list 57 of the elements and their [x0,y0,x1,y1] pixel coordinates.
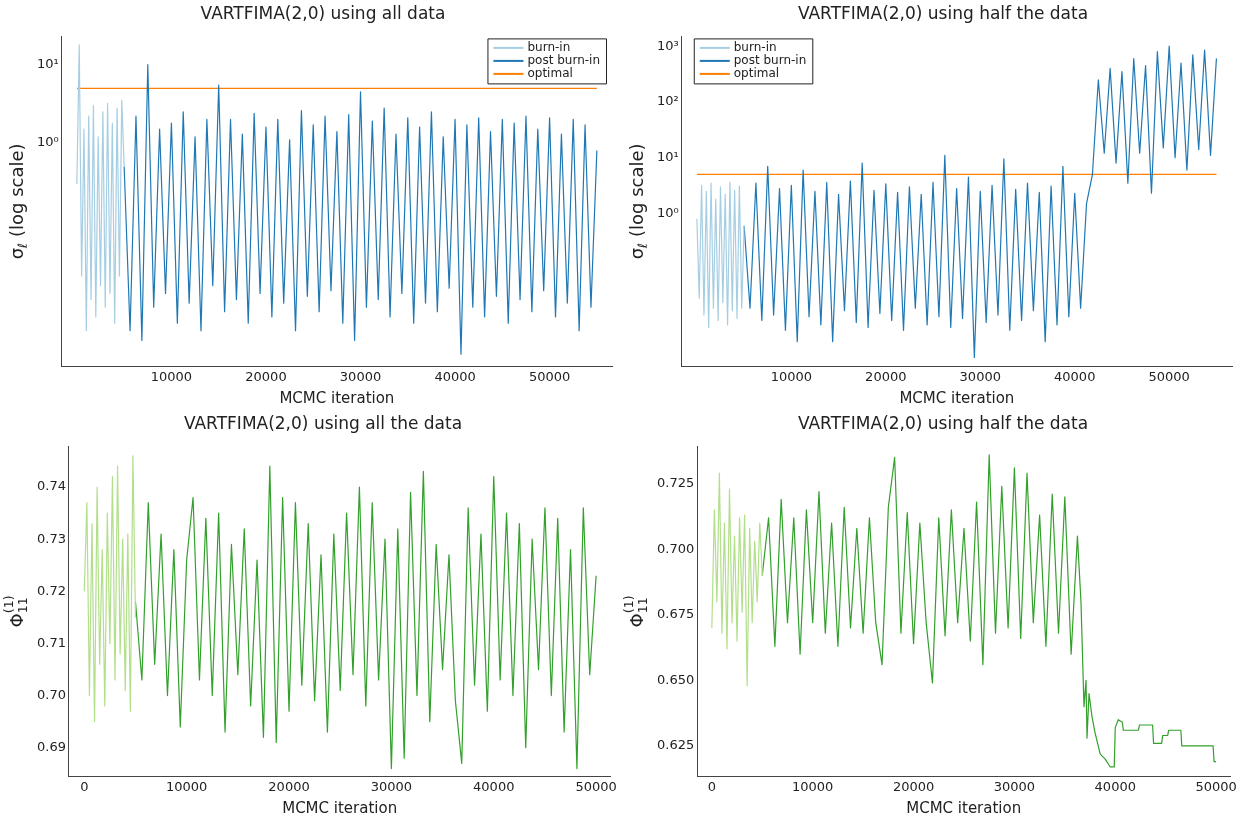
x-tick-label: 40000 [434,368,476,384]
y-tick-label: 0.650 [657,671,695,687]
x-tick-label: 20000 [865,368,907,384]
legend-label: burn-in [733,40,777,55]
chart-title: VARTFIMA(2,0) using half the data [797,2,1089,23]
y-tick-label: 10¹ [36,56,59,72]
chart-title: VARTFIMA(2,0) using half the data [797,412,1089,433]
x-tick-label: 20000 [268,778,310,794]
x-tick-label: 50000 [1148,368,1190,384]
y-tick-label: 0.73 [36,530,66,546]
y-tick-label: 0.70 [36,686,66,702]
x-tick-label: 40000 [473,778,515,794]
x-tick-label: 50000 [528,368,571,384]
x-tick-label: 30000 [339,368,382,384]
y-axis-title: σℓ (log scale) [5,143,30,260]
legend-label: post burn-in [733,53,807,68]
x-axis-title: MCMC iteration [279,388,395,407]
x-tick-label: 50000 [575,778,617,794]
x-tick-label: 10000 [770,368,813,384]
x-tick-label: 10000 [165,778,208,794]
y-tick-label: 0.72 [36,582,66,598]
y-tick-label: 0.71 [36,634,66,650]
y-tick-label: 10⁰ [656,204,679,220]
x-axis-title: MCMC iteration [899,388,1015,407]
y-tick-label: 0.725 [657,475,695,491]
y-tick-label: 0.675 [657,606,695,622]
x-tick-label: 10000 [792,778,834,794]
x-axis-title: MCMC iteration [906,798,1022,817]
x-axis-title: MCMC iteration [282,798,398,817]
x-tick-label: 40000 [1094,778,1136,794]
y-tick-label: 0.74 [36,478,66,494]
x-tick-label: 20000 [892,778,935,794]
legend-label: burn-in [527,40,571,55]
chart-title: VARTFIMA(2,0) using all data [200,2,446,23]
chart-title: VARTFIMA(2,0) using all the data [183,412,463,433]
legend-label: optimal [527,66,573,81]
y-tick-label: 10¹ [656,149,679,165]
x-tick-label: 30000 [959,368,1001,384]
x-tick-label: 30000 [370,778,413,794]
y-axis-title: Φ11(1) [621,595,650,628]
x-tick-label: 50000 [1195,778,1237,794]
y-axis-title: Φ11(1) [1,595,30,628]
y-tick-label: 0.700 [657,540,695,556]
y-tick-label: 0.625 [657,737,695,753]
x-tick-label: 0 [707,778,716,794]
x-tick-label: 40000 [1054,368,1096,384]
legend-label: post burn-in [527,53,601,68]
y-tick-label: 10⁰ [36,134,59,150]
y-tick-label: 10³ [656,37,679,53]
x-tick-label: 0 [80,778,89,794]
x-tick-label: 10000 [150,368,193,384]
y-axis-title: σℓ (log scale) [625,143,650,260]
x-tick-label: 20000 [245,368,287,384]
legend-label: optimal [733,66,780,81]
x-tick-label: 30000 [993,778,1036,794]
y-tick-label: 0.69 [36,739,66,755]
y-tick-label: 10² [656,93,679,109]
